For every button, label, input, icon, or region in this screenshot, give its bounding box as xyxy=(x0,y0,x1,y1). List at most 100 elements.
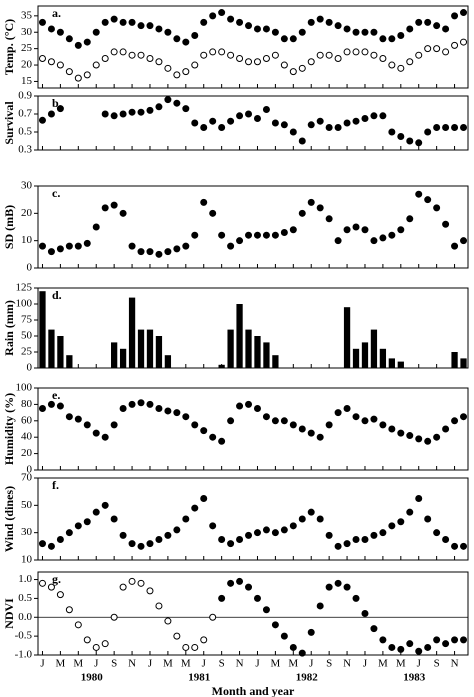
point xyxy=(173,35,181,43)
x-tick-label: S xyxy=(219,658,225,670)
point xyxy=(155,103,163,111)
point xyxy=(316,15,324,23)
y-axis-label: Wind (dines) xyxy=(2,486,16,552)
y-tick-label: 0 xyxy=(27,362,33,374)
x-tick-label: N xyxy=(451,658,459,670)
x-tick-label: M xyxy=(56,658,66,670)
bar xyxy=(236,304,243,368)
point xyxy=(433,22,441,30)
y-tick-label: 25 xyxy=(21,346,33,358)
point xyxy=(280,417,288,425)
year-label: 1983 xyxy=(403,672,426,684)
point xyxy=(397,429,405,437)
plot-frame xyxy=(37,387,469,471)
point xyxy=(406,58,414,66)
point xyxy=(397,64,405,72)
point xyxy=(155,602,163,610)
y-tick-label: 0.0 xyxy=(18,611,32,623)
point xyxy=(155,250,163,258)
point xyxy=(47,110,55,118)
point xyxy=(298,28,306,36)
y-tick-label: 10 xyxy=(21,554,33,566)
point xyxy=(253,405,261,412)
bar xyxy=(57,336,64,368)
bar xyxy=(164,355,172,368)
y-axis-label: SD (mB) xyxy=(2,205,16,249)
y-tick-label: 30 xyxy=(21,26,33,38)
point xyxy=(227,540,235,548)
point xyxy=(182,413,190,421)
panel-label: c. xyxy=(52,186,60,200)
point xyxy=(298,209,306,217)
point xyxy=(289,226,297,234)
point xyxy=(47,25,55,33)
bar xyxy=(397,361,404,368)
point xyxy=(262,606,270,614)
point xyxy=(334,542,342,550)
panel-label: d. xyxy=(52,288,62,302)
point xyxy=(65,35,73,43)
point xyxy=(227,242,235,250)
y-tick-label: 10 xyxy=(21,234,33,246)
point xyxy=(271,28,279,36)
bar xyxy=(263,342,270,368)
point xyxy=(173,632,181,640)
point xyxy=(406,215,414,223)
point xyxy=(38,579,46,587)
point xyxy=(47,583,55,591)
y-tick-label: 100 xyxy=(16,298,33,310)
point xyxy=(110,515,118,523)
point xyxy=(370,51,378,59)
x-tick-label: S xyxy=(434,658,440,670)
point xyxy=(334,409,342,417)
point xyxy=(218,9,226,17)
panel-label: g. xyxy=(52,572,61,586)
point xyxy=(289,643,297,651)
point xyxy=(271,621,279,629)
point xyxy=(38,242,46,250)
point xyxy=(271,119,279,127)
point xyxy=(155,536,163,543)
point xyxy=(307,628,315,636)
x-tick-label: J xyxy=(40,658,45,670)
point xyxy=(271,417,279,425)
point xyxy=(280,526,288,534)
point xyxy=(451,124,459,131)
point xyxy=(379,35,387,43)
x-axis-label: Month and year xyxy=(212,684,295,697)
x-tick-label: J xyxy=(417,658,422,670)
point xyxy=(110,15,118,23)
point xyxy=(209,209,217,217)
y-tick-label: 60 xyxy=(21,414,33,426)
point xyxy=(182,68,190,76)
point xyxy=(406,508,414,516)
point xyxy=(424,437,432,445)
point xyxy=(47,58,55,66)
bar xyxy=(272,355,279,368)
point xyxy=(110,112,118,120)
point xyxy=(83,38,91,46)
point xyxy=(442,48,450,56)
point xyxy=(209,433,217,441)
point xyxy=(74,242,82,250)
point xyxy=(56,245,64,253)
year-label: 1982 xyxy=(296,672,319,684)
point xyxy=(101,54,109,62)
point xyxy=(74,522,82,530)
point xyxy=(289,128,297,136)
point xyxy=(415,139,423,147)
point xyxy=(173,526,181,534)
point xyxy=(379,421,387,429)
point xyxy=(83,518,91,526)
point xyxy=(236,112,244,120)
point xyxy=(101,433,109,441)
point xyxy=(227,579,235,587)
point xyxy=(65,68,73,76)
point xyxy=(424,515,432,523)
point xyxy=(298,64,306,72)
panel-label: e. xyxy=(52,388,60,402)
x-tick-label: J xyxy=(202,658,207,670)
plot-frame xyxy=(37,571,469,656)
y-tick-label: 0.9 xyxy=(18,90,32,102)
point xyxy=(236,577,244,585)
